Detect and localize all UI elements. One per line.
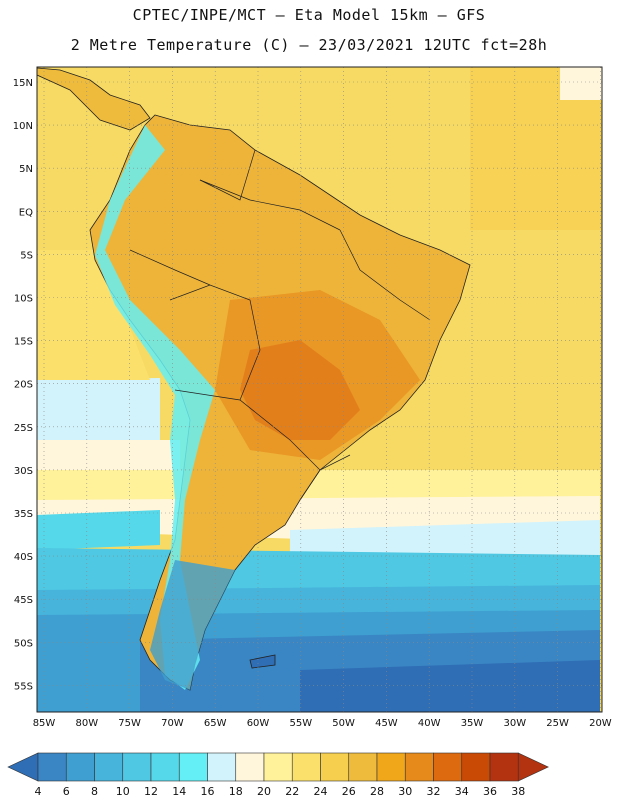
colorbar-segment [320, 752, 350, 782]
lat-label: 25S [14, 423, 33, 434]
colorbar-segment [433, 752, 463, 782]
colorbar-value: 32 [427, 785, 441, 798]
atlantic-north-band [470, 67, 602, 230]
lat-label: 35S [14, 509, 33, 520]
lat-label: 45S [14, 595, 33, 606]
lat-label: EQ [19, 207, 33, 218]
colorbar-value: 34 [455, 785, 469, 798]
colorbar-value: 6 [63, 785, 70, 798]
colorbar-segment [207, 752, 237, 782]
lon-label: 30W [503, 718, 526, 729]
lat-label: 10N [13, 121, 33, 132]
lat-label: 40S [14, 552, 33, 563]
colorbar-segment [489, 752, 519, 782]
lon-label: 65W [204, 718, 227, 729]
warm-region [215, 290, 420, 460]
colorbar-value: 38 [511, 785, 525, 798]
lat-label: 30S [14, 466, 33, 477]
colorbar-labels: 4 6 8 10 12 14 16 18 20 22 24 26 28 30 32 34 36 38 [35, 785, 526, 798]
lat-label: 20S [14, 380, 33, 391]
colorbar-segment [348, 752, 378, 782]
lon-label: 50W [332, 718, 355, 729]
lat-label: 15S [14, 337, 33, 348]
lat-label: 55S [14, 681, 33, 692]
colorbar-value: 30 [398, 785, 412, 798]
map-plot-area [37, 67, 602, 712]
lat-label: 10S [14, 294, 33, 305]
colorbar-segment [122, 752, 152, 782]
colorbar-left-arrow [7, 752, 39, 782]
colorbar-value: 26 [342, 785, 356, 798]
atlantic-corner [560, 67, 602, 100]
central-america-land [37, 67, 151, 131]
colorbar-segment [235, 752, 265, 782]
colorbar-segment [291, 752, 321, 782]
colorbar-value: 36 [483, 785, 497, 798]
colorbar-segment [263, 752, 293, 782]
lat-label: 5N [19, 164, 33, 175]
lat-label: 50S [14, 638, 33, 649]
colorbar-value: 16 [201, 785, 215, 798]
ocean-cream-band-west [37, 440, 180, 470]
map-frame [36, 66, 603, 713]
colorbar-value: 24 [314, 785, 328, 798]
lon-label: 70W [161, 718, 184, 729]
ocean-cyan-band-west [37, 510, 160, 550]
lat-label: 5S [20, 250, 33, 261]
colorbar-segment [65, 752, 95, 782]
colorbar [7, 752, 549, 782]
lon-label: 80W [75, 718, 98, 729]
ocean-pale-band-west [37, 378, 160, 440]
colorbar-segment [376, 752, 406, 782]
lon-label: 45W [375, 718, 398, 729]
patagonia-cool-region [150, 560, 235, 690]
lat-label: 15N [13, 78, 33, 89]
colorbar-segment [404, 752, 434, 782]
colorbar-value: 14 [172, 785, 186, 798]
colorbar-value: 12 [144, 785, 158, 798]
lon-label: 35W [461, 718, 484, 729]
lon-label: 75W [118, 718, 141, 729]
colorbar-value: 28 [370, 785, 384, 798]
lon-label: 85W [33, 718, 56, 729]
colorbar-segment [150, 752, 180, 782]
colorbar-value: 18 [229, 785, 243, 798]
colorbar-value: 10 [116, 785, 130, 798]
colorbar-segment [94, 752, 124, 782]
lon-label: 60W [247, 718, 270, 729]
map-title-line-1: CPTEC/INPE/MCT – Eta Model 15km – GFS [132, 6, 486, 24]
lon-label: 25W [546, 718, 569, 729]
map-title-line-2: 2 Metre Temperature (C) – 23/03/2021 12U… [70, 36, 548, 54]
colorbar-value: 8 [91, 785, 98, 798]
colorbar-value: 4 [35, 785, 42, 798]
colorbar-segment [461, 752, 491, 782]
pacific-coastal-band [37, 250, 150, 380]
lon-label: 55W [289, 718, 312, 729]
falkland-islands [249, 654, 276, 669]
lon-label: 20W [589, 718, 612, 729]
colorbar-segment [178, 752, 208, 782]
longitude-labels: 85W 80W 75W 70W 65W 60W 55W 50W 45W 40W 35W 30W 25W 2… [33, 718, 612, 729]
ocean-coldest-band [300, 660, 600, 712]
latitude-labels: 15N 10N 5N EQ 5S 10S 15S 20S 25S 30S 35S 40S 45S 50S 5… [13, 78, 33, 692]
colorbar-value: 22 [285, 785, 299, 798]
lon-label: 40W [418, 718, 441, 729]
andes-cold-strip [95, 125, 215, 690]
country-borders [129, 149, 431, 501]
colorbar-right-arrow [517, 752, 549, 782]
colorbar-value: 20 [257, 785, 271, 798]
colorbar-segment [37, 752, 67, 782]
